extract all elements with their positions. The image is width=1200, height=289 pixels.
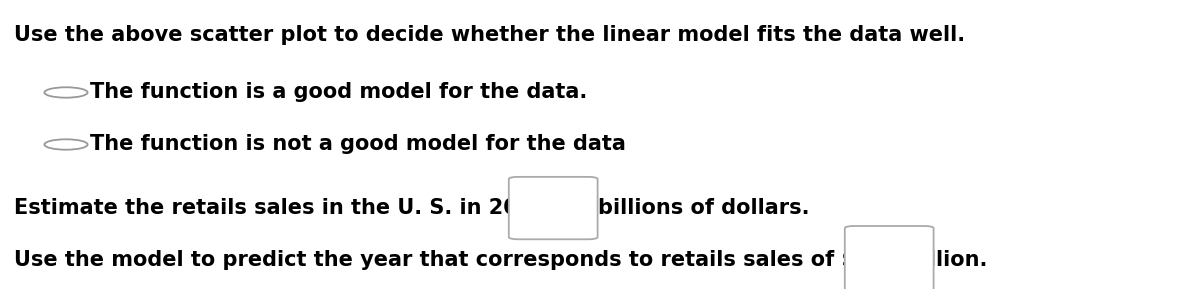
Text: Use the model to predict the year that corresponds to retails sales of $244 bill: Use the model to predict the year that c…: [14, 250, 988, 270]
FancyBboxPatch shape: [509, 177, 598, 239]
Text: Use the above scatter plot to decide whether the linear model fits the data well: Use the above scatter plot to decide whe…: [14, 25, 966, 45]
FancyBboxPatch shape: [845, 226, 934, 289]
Text: billions of dollars.: billions of dollars.: [598, 198, 809, 218]
Text: The function is not a good model for the data: The function is not a good model for the…: [90, 134, 626, 155]
Text: The function is a good model for the data.: The function is a good model for the dat…: [90, 82, 587, 103]
Text: Estimate the retails sales in the U. S. in 2015.: Estimate the retails sales in the U. S. …: [14, 198, 556, 218]
